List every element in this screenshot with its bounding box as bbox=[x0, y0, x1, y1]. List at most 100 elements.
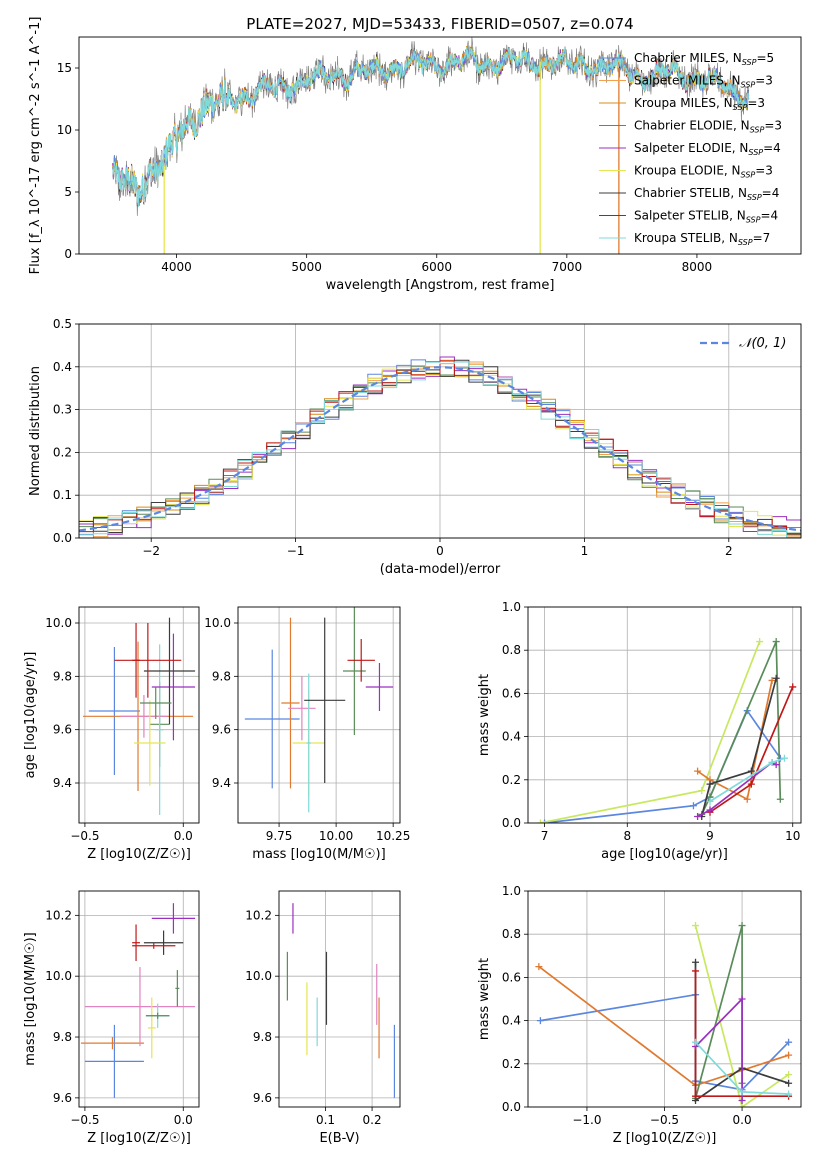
y-tick-label: 10.2 bbox=[245, 908, 272, 922]
mass-weight-marker bbox=[738, 995, 746, 1003]
mass-weight-marker bbox=[768, 759, 776, 767]
mass-weight-marker bbox=[536, 819, 544, 823]
y-tick-label: 0.0 bbox=[502, 1100, 521, 1114]
x-tick-label: 1 bbox=[581, 544, 589, 558]
mass-weight-marker bbox=[706, 780, 714, 788]
axes-massweight_vs_Z: −1.0 −0.5 0.0 0.0 0.2 0.4 0.6 0.8 1.0 Z [log10(Z/… bbox=[477, 884, 802, 1146]
y-axis-label: mass weight bbox=[477, 674, 492, 756]
legend-label: Chabrier MILES, NSSP=5 bbox=[634, 51, 774, 67]
plot-area-massweight_vs_Z bbox=[535, 922, 793, 1107]
x-axis-label: E(B-V) bbox=[319, 1131, 359, 1146]
mass-weight-line bbox=[700, 641, 782, 815]
y-tick-label: 9.8 bbox=[212, 669, 231, 683]
x-tick-label: 5000 bbox=[291, 260, 322, 274]
axes-frame bbox=[78, 323, 802, 539]
y-tick-label: 9.6 bbox=[53, 723, 72, 737]
plot-area-massweight_vs_age bbox=[536, 638, 797, 823]
mass-weight-marker bbox=[689, 802, 697, 810]
x-tick-label: −1 bbox=[287, 544, 305, 558]
axes-mass_vs_Z: −0.5 0.0 9.6 9.8 10.0 10.2 Z [log10(Z/Z☉)] mass… bbox=[23, 890, 200, 1146]
mass-weight-marker bbox=[738, 1097, 746, 1105]
axes-mass_vs_ebv: 0.1 0.2 9.6 9.8 10.0 10.2 E(B-V) bbox=[245, 890, 401, 1146]
x-axis-label: age [log10(age/yr)] bbox=[601, 847, 728, 862]
mass-weight-marker bbox=[785, 1079, 793, 1087]
y-axis-label: Normed distribution bbox=[28, 366, 43, 496]
axes-frame bbox=[527, 606, 802, 824]
mass-weight-marker bbox=[780, 754, 788, 762]
x-tick-label: −2 bbox=[142, 544, 160, 558]
x-tick-label: 0.0 bbox=[174, 829, 193, 843]
y-axis-label: mass weight bbox=[477, 958, 492, 1040]
legend-label: Salpeter MILES, NSSP=3 bbox=[634, 74, 773, 90]
axes-age_vs_Z: −0.5 0.0 9.4 9.6 9.8 10.0 Z [log10(Z/Z☉)] age [… bbox=[23, 606, 200, 862]
axes-age_vs_mass: 9.75 10.00 10.25 9.4 9.6 9.8 10.0 mass [log10(M… bbox=[204, 606, 410, 862]
mass-weight-marker bbox=[541, 819, 549, 823]
x-tick-label: 4000 bbox=[161, 260, 192, 274]
y-tick-label: 10.0 bbox=[45, 969, 72, 983]
mass-weight-marker bbox=[738, 922, 746, 930]
axes-frame bbox=[78, 890, 200, 1108]
legend-label: 𝒩(0, 1) bbox=[739, 336, 786, 351]
x-tick-label: 10.25 bbox=[376, 829, 410, 843]
x-axis-label: mass [log10(M/M☉)] bbox=[252, 847, 385, 862]
y-tick-label: 0.5 bbox=[53, 317, 72, 331]
y-axis-label: Flux [f_λ 10^-17 erg cm^-2 s^-1 A^-1] bbox=[28, 17, 43, 275]
mass-weight-marker bbox=[694, 813, 702, 821]
y-tick-label: 0.4 bbox=[53, 360, 72, 374]
y-tick-label: 0.0 bbox=[502, 816, 521, 830]
x-axis-label: wavelength [Angstrom, rest frame] bbox=[326, 278, 555, 293]
y-tick-label: 0.0 bbox=[53, 531, 72, 545]
mass-weight-line bbox=[694, 925, 790, 1107]
mass-weight-marker bbox=[743, 795, 751, 803]
normal-reference-curve bbox=[79, 366, 801, 532]
mass-weight-marker bbox=[706, 806, 714, 814]
mass-weight-marker bbox=[785, 1090, 793, 1098]
plot-area-spectrum bbox=[112, 37, 750, 254]
y-tick-label: 5 bbox=[64, 185, 72, 199]
x-tick-label: 9.75 bbox=[266, 829, 293, 843]
x-tick-label: 8 bbox=[623, 829, 631, 843]
mass-weight-marker bbox=[785, 1051, 793, 1059]
y-tick-label: 0.2 bbox=[502, 773, 521, 787]
x-tick-label: 10 bbox=[785, 829, 800, 843]
y-tick-label: 0.4 bbox=[502, 1014, 521, 1028]
y-tick-label: 9.4 bbox=[53, 776, 72, 790]
mass-weight-marker bbox=[698, 787, 706, 795]
mass-weight-marker bbox=[747, 780, 755, 788]
y-axis-label: mass [log10(M/M☉)] bbox=[23, 932, 38, 1065]
x-tick-label: 6000 bbox=[421, 260, 452, 274]
x-tick-label: −1.0 bbox=[572, 1113, 601, 1127]
x-axis-label: Z [log10(Z/Z☉)] bbox=[87, 1131, 191, 1146]
y-tick-label: 0.4 bbox=[502, 730, 521, 744]
x-tick-label: 8000 bbox=[682, 260, 713, 274]
x-tick-label: 0.1 bbox=[316, 1113, 335, 1127]
plot-area-mass_vs_Z bbox=[80, 903, 196, 1098]
y-tick-label: 0.6 bbox=[502, 686, 521, 700]
x-axis-label: Z [log10(Z/Z☉)] bbox=[613, 1131, 717, 1146]
x-tick-label: 0.0 bbox=[733, 1113, 752, 1127]
legend-label: Chabrier STELIB, NSSP=4 bbox=[634, 186, 779, 202]
plot-area-age_vs_Z bbox=[82, 617, 196, 815]
mass-weight-line bbox=[544, 708, 781, 823]
y-tick-label: 0.3 bbox=[53, 403, 72, 417]
legend-label: Kroupa STELIB, NSSP=7 bbox=[634, 231, 770, 247]
y-tick-label: 0 bbox=[64, 247, 72, 261]
legend-spectrum: Chabrier MILES, NSSP=5 Salpeter MILES, NS… bbox=[599, 51, 782, 247]
x-tick-label: 7000 bbox=[552, 260, 583, 274]
mass-weight-marker bbox=[706, 797, 714, 805]
x-tick-label: 2 bbox=[725, 544, 733, 558]
y-tick-label: 9.6 bbox=[253, 1091, 272, 1105]
y-tick-label: 10 bbox=[57, 123, 72, 137]
y-tick-label: 9.8 bbox=[253, 1030, 272, 1044]
mass-weight-marker bbox=[692, 958, 700, 966]
axes-frame bbox=[78, 36, 802, 255]
legend-label: Kroupa ELODIE, NSSP=3 bbox=[634, 164, 773, 180]
axes-frame bbox=[278, 890, 401, 1108]
x-tick-label: 0.0 bbox=[174, 1113, 193, 1127]
mass-weight-line bbox=[697, 761, 777, 818]
y-tick-label: 0.2 bbox=[53, 445, 72, 459]
y-tick-label: 9.8 bbox=[53, 669, 72, 683]
y-tick-label: 10.0 bbox=[245, 969, 272, 983]
legend-label: Salpeter STELIB, NSSP=4 bbox=[634, 209, 778, 225]
x-axis-label: (data-model)/error bbox=[380, 562, 501, 577]
